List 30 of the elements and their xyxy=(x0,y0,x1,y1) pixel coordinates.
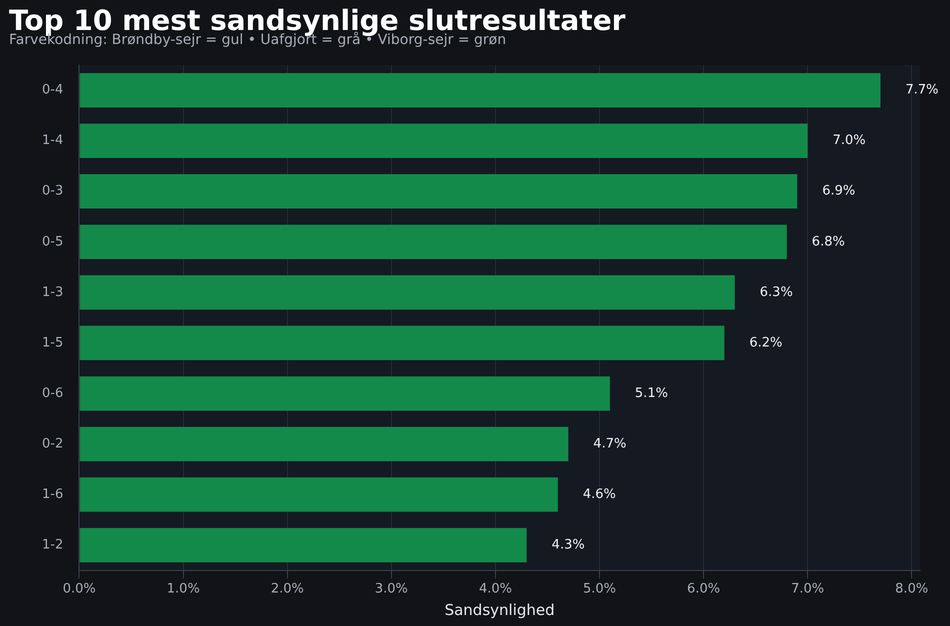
y-tick-label: 1-4 xyxy=(42,133,64,148)
y-tick-label: 0-3 xyxy=(42,184,64,199)
y-tick-label: 1-5 xyxy=(42,335,64,350)
y-tick-label: 0-2 xyxy=(42,436,64,452)
data-label: 4.3% xyxy=(552,538,585,553)
y-tick-label: 0-5 xyxy=(42,234,64,250)
data-label: 7.7% xyxy=(905,82,938,98)
y-tick-label: 1-6 xyxy=(42,486,64,502)
x-tick-label: 0.0% xyxy=(62,582,96,597)
x-tick-label: 6.0% xyxy=(687,582,720,597)
x-tick-label: 5.0% xyxy=(582,582,616,597)
x-tick-label: 1.0% xyxy=(166,582,200,597)
data-label: 4.6% xyxy=(582,486,616,502)
x-tick-label: 3.0% xyxy=(374,582,408,597)
data-label: 4.7% xyxy=(593,436,626,452)
data-label: 6.2% xyxy=(749,335,782,350)
data-label: 6.9% xyxy=(822,184,856,199)
data-label: 5.1% xyxy=(634,386,668,401)
x-tick-label: 8.0% xyxy=(895,582,928,597)
x-tick-label: 4.0% xyxy=(478,582,512,597)
data-label: 7.0% xyxy=(832,133,866,148)
y-tick-label: 1-3 xyxy=(42,284,64,300)
y-tick-label: 0-6 xyxy=(42,386,64,401)
data-label: 6.8% xyxy=(812,234,845,250)
y-tick-label: 0-4 xyxy=(42,82,64,98)
x-axis-title: Sandsynlighed xyxy=(444,600,555,619)
x-tick-label: 7.0% xyxy=(791,582,824,597)
x-tick-label: 2.0% xyxy=(270,582,304,597)
data-label: 6.3% xyxy=(760,284,793,300)
y-tick-label: 1-2 xyxy=(42,538,64,553)
